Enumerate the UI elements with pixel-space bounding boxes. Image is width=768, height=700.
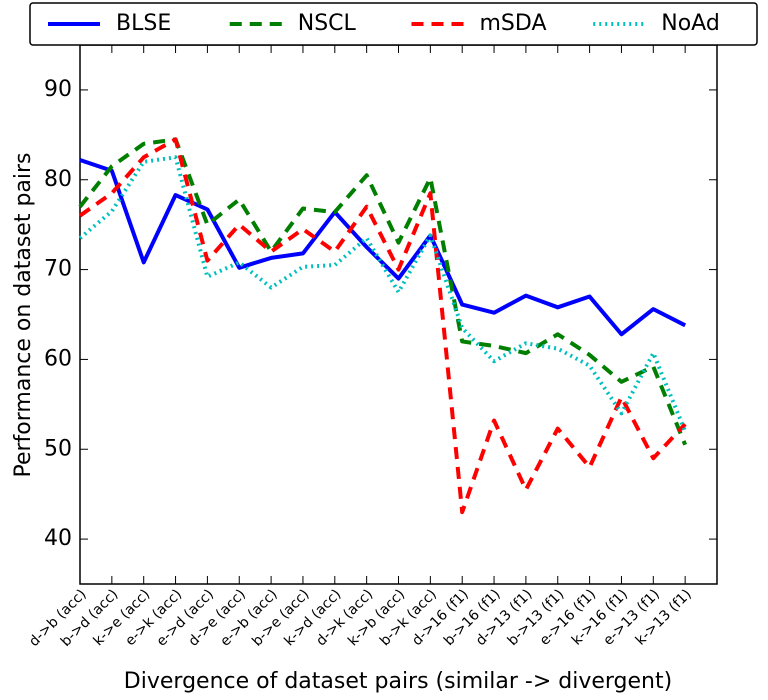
legend-label: NSCL <box>298 11 357 36</box>
series-line <box>79 158 687 337</box>
plot-frame <box>79 44 718 585</box>
y-tick-label: 60 <box>44 346 72 371</box>
y-tick-label: 80 <box>44 167 72 192</box>
y-tick-label: 90 <box>44 77 72 102</box>
legend-label: mSDA <box>480 11 547 36</box>
y-tick-label: 40 <box>44 526 72 551</box>
x-axis-label: Divergence of dataset pairs (similar -> … <box>124 669 672 694</box>
y-tick-label: 50 <box>44 436 72 461</box>
series-line <box>78 137 687 515</box>
y-tick-label: 70 <box>44 257 72 282</box>
legend-label: NoAd <box>661 11 720 36</box>
series-line <box>78 155 688 433</box>
legend-box <box>29 2 758 46</box>
legend-label: BLSE <box>116 11 171 36</box>
series-line <box>78 137 688 446</box>
y-axis-label: Performance on dataset pairs <box>11 152 36 477</box>
